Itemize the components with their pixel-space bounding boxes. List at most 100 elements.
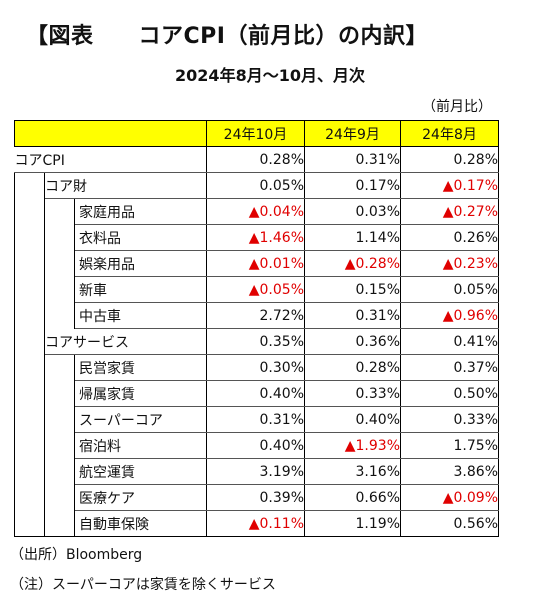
table-row: 医療ケア 0.39% 0.66% ▲0.09% [14,484,499,511]
value-cell: 0.17% [304,172,401,199]
column-header: 24年10月 [206,120,305,147]
row-label: スーパーコア [74,406,207,433]
footnote: （注）スーパーコアは家賃を除くサービス [10,577,276,593]
value-cell: 3.86% [400,458,499,485]
value-cell: ▲0.05% [206,276,305,303]
row-label: 宿泊料 [74,432,207,459]
row-label: 家庭用品 [74,198,207,225]
value-cell: 3.16% [304,458,401,485]
value-cell: 3.19% [206,458,305,485]
indent-cell [44,432,75,459]
value-cell: 0.28% [400,146,499,173]
indent-cell [44,380,75,407]
indent-cell [14,198,45,225]
value-cell: 0.15% [304,276,401,303]
table-body: コアCPI 0.28% 0.31% 0.28% コア財 0.05% 0.17% ▲0.17% 家… [14,146,499,537]
source-note: （出所）Bloomberg [10,547,143,563]
table-row: 衣料品 ▲1.46% 1.14% 0.26% [14,224,499,251]
table-row: スーパーコア 0.31% 0.40% 0.33% [14,406,499,433]
indent-cell [14,328,45,355]
value-cell: ▲0.96% [400,302,499,329]
value-cell: 0.40% [206,432,305,459]
indent-cell [14,406,45,433]
indent-cell [44,198,75,225]
value-cell: ▲0.09% [400,484,499,511]
unit-label: （前月比） [422,99,492,115]
value-cell: 0.31% [304,146,401,173]
row-label: 自動車保険 [74,510,207,537]
indent-cell [14,276,45,303]
page-title: 【図表 コアCPI（前月比）の内訳】 [26,24,428,49]
value-cell: 0.37% [400,354,499,381]
value-cell: ▲0.04% [206,198,305,225]
row-label: 医療ケア [74,484,207,511]
value-cell: 0.30% [206,354,305,381]
value-cell: 0.36% [304,328,401,355]
value-cell: 1.75% [400,432,499,459]
value-cell: 0.41% [400,328,499,355]
table-row: 航空運賃 3.19% 3.16% 3.86% [14,458,499,485]
table-row: 民営家賃 0.30% 0.28% 0.37% [14,354,499,381]
indent-cell [44,276,75,303]
value-cell: ▲1.46% [206,224,305,251]
indent-cell [44,250,75,277]
indent-cell [14,484,45,511]
column-header: 24年8月 [400,120,499,147]
row-label: コアサービス [44,328,207,355]
value-cell: 0.05% [400,276,499,303]
indent-cell [14,224,45,251]
indent-cell [44,302,75,329]
indent-cell [44,484,75,511]
table-row: 帰属家賃 0.40% 0.33% 0.50% [14,380,499,407]
indent-cell [14,354,45,381]
value-cell: 0.03% [304,198,401,225]
indent-cell [14,510,45,537]
value-cell: 0.40% [206,380,305,407]
value-cell: 1.19% [304,510,401,537]
row-label: 中古車 [74,302,207,329]
indent-cell [44,354,75,381]
column-header: 24年9月 [304,120,401,147]
indent-cell [14,302,45,329]
table-row: 新車 ▲0.05% 0.15% 0.05% [14,276,499,303]
row-label: 娯楽用品 [74,250,207,277]
table-row: 中古車 2.72% 0.31% ▲0.96% [14,302,499,329]
value-cell: 1.14% [304,224,401,251]
value-cell: 0.33% [400,406,499,433]
table-row: 家庭用品 ▲0.04% 0.03% ▲0.27% [14,198,499,225]
value-cell: 0.40% [304,406,401,433]
row-label: 帰属家賃 [74,380,207,407]
page-subtitle: 2024年8月～10月、月次 [175,66,365,85]
value-cell: 0.35% [206,328,305,355]
row-label: コアCPI [14,146,207,173]
value-cell: ▲0.28% [304,250,401,277]
indent-cell [44,510,75,537]
table-row: コアサービス 0.35% 0.36% 0.41% [14,328,499,355]
value-cell: ▲0.27% [400,198,499,225]
value-cell: 0.26% [400,224,499,251]
value-cell: 0.33% [304,380,401,407]
row-label: 衣料品 [74,224,207,251]
table-row: コア財 0.05% 0.17% ▲0.17% [14,172,499,199]
indent-cell [14,380,45,407]
value-cell: ▲1.93% [304,432,401,459]
indent-cell [44,406,75,433]
value-cell: 0.31% [304,302,401,329]
table-header-row: 24年10月 24年9月 24年8月 [14,120,499,147]
value-cell: 0.31% [206,406,305,433]
value-cell: 0.28% [206,146,305,173]
indent-cell [44,224,75,251]
indent-cell [14,250,45,277]
value-cell: ▲0.17% [400,172,499,199]
row-label: 航空運賃 [74,458,207,485]
row-label: 新車 [74,276,207,303]
value-cell: 0.05% [206,172,305,199]
value-cell: ▲0.11% [206,510,305,537]
value-cell: 2.72% [206,302,305,329]
indent-cell [14,458,45,485]
header-corner-cell [14,120,207,147]
value-cell: 0.39% [206,484,305,511]
value-cell: ▲0.23% [400,250,499,277]
row-label: コア財 [44,172,207,199]
indent-cell [44,458,75,485]
